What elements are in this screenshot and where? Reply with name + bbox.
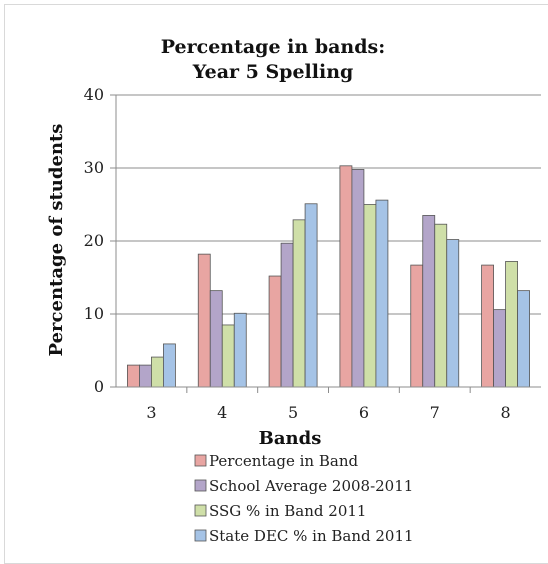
bar-3-band-7: [434, 223, 448, 388]
bar-4-band-4: [233, 312, 247, 388]
bar-3-band-5: [292, 219, 306, 388]
bar-2-band-7: [422, 215, 436, 388]
bar-1-band-7: [410, 264, 424, 388]
y-tick-label-40: 40: [84, 85, 104, 104]
x-axis-title: Bands: [259, 428, 322, 449]
y-tick-label-20: 20: [84, 231, 104, 250]
legend-label-4: State DEC % in Band 2011: [209, 527, 414, 545]
bar-2-band-4: [209, 290, 223, 388]
legend-swatch-1: [194, 454, 207, 467]
y-tick-labels: 0 10 20 30 40: [84, 85, 116, 396]
bar-4-band-3: [163, 343, 176, 388]
bar-4-band-6: [375, 199, 389, 388]
x-tick-label-7: 7: [430, 403, 440, 422]
bar-1-band-6: [339, 165, 353, 388]
bar-1-band-3: [127, 364, 140, 388]
x-tick-label-4: 4: [217, 403, 227, 422]
y-axis-title: Percentage of students: [46, 124, 67, 357]
bar-3-band-6: [363, 204, 377, 388]
bar-1-band-8: [481, 264, 494, 388]
legend-label-1: Percentage in Band: [209, 452, 358, 470]
bar-4-band-5: [304, 203, 318, 388]
bar-2-band-3: [139, 364, 152, 388]
x-tick-label-5: 5: [288, 403, 298, 422]
bar-3-band-8: [505, 261, 518, 388]
y-tick-label-10: 10: [84, 304, 104, 323]
x-tick-label-8: 8: [500, 403, 510, 422]
y-tick-label-30: 30: [84, 158, 104, 177]
x-tick-label-6: 6: [359, 403, 369, 422]
bar-3-band-4: [221, 324, 235, 388]
x-tick-label-3: 3: [146, 403, 156, 422]
gridlines: [116, 94, 541, 315]
bar-2-band-8: [493, 309, 506, 388]
bar-2-band-6: [351, 169, 365, 388]
legend-label-3: SSG % in Band 2011: [209, 502, 366, 520]
chart-title-line-2: Year 5 Spelling: [192, 61, 354, 83]
legend: Percentage in Band School Average 2008-20…: [194, 452, 414, 545]
bar-series: [127, 165, 530, 388]
bar-2-band-5: [280, 242, 294, 388]
bar-chart: Percentage in bands: Year 5 Spelling 0 10…: [46, 36, 541, 545]
legend-swatch-3: [194, 504, 207, 517]
legend-swatch-2: [194, 479, 207, 492]
y-tick-label-0: 0: [94, 377, 104, 396]
legend-swatch-4: [194, 529, 207, 542]
x-tick-labels: 3 4 5 6 7 8: [146, 403, 510, 422]
bar-1-band-5: [268, 275, 282, 388]
bar-1-band-4: [197, 253, 211, 388]
bar-4-band-8: [517, 290, 530, 388]
legend-label-2: School Average 2008-2011: [209, 477, 413, 495]
bar-3-band-3: [151, 356, 164, 388]
chart-title-line-1: Percentage in bands:: [161, 36, 385, 58]
bar-4-band-7: [446, 239, 460, 388]
